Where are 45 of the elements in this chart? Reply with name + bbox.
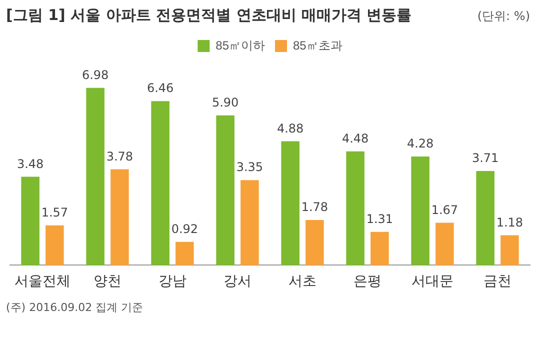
bar bbox=[346, 151, 364, 266]
data-label: 3.48 bbox=[16, 156, 44, 171]
data-label: 1.78 bbox=[301, 200, 328, 214]
data-label: 4.28 bbox=[406, 136, 434, 151]
data-label: 5.90 bbox=[212, 95, 239, 110]
legend-label: 85㎡초과 bbox=[293, 38, 342, 52]
bar bbox=[411, 156, 430, 266]
chart-title: [그림 1] 서울 아파트 전용면적별 연초대비 매매가격 변동률 bbox=[6, 6, 412, 25]
data-label: 3.71 bbox=[472, 151, 499, 166]
data-label: 0.92 bbox=[171, 222, 198, 236]
data-label: 3.78 bbox=[106, 149, 134, 164]
bar bbox=[476, 170, 494, 266]
x-tick-label: 강서 bbox=[224, 272, 252, 288]
chart-subtitle: (단위: %) bbox=[477, 8, 530, 25]
data-label: 3.35 bbox=[236, 160, 264, 174]
x-tick-label: 서울전체 bbox=[14, 272, 70, 288]
bar bbox=[176, 242, 194, 266]
x-tick-label: 양천 bbox=[94, 272, 122, 288]
x-tick-label: 서대문 bbox=[412, 272, 454, 288]
data-label: 6.98 bbox=[82, 68, 109, 82]
x-tick-label: 서초 bbox=[288, 272, 316, 288]
bar bbox=[500, 235, 519, 266]
bar bbox=[151, 101, 170, 266]
bar bbox=[281, 141, 300, 266]
bar bbox=[240, 180, 259, 266]
bar bbox=[21, 176, 40, 266]
bar bbox=[370, 232, 389, 266]
data-label: 6.46 bbox=[146, 81, 174, 96]
data-label: 1.57 bbox=[41, 205, 68, 220]
bar bbox=[306, 220, 324, 266]
x-tick-label: 금천 bbox=[484, 272, 512, 288]
bar bbox=[46, 225, 64, 266]
bar bbox=[216, 115, 234, 266]
x-tick-label: 강남 bbox=[158, 272, 186, 288]
data-label: 4.48 bbox=[342, 132, 369, 146]
data-label: 1.18 bbox=[496, 215, 524, 230]
data-label: 1.67 bbox=[431, 202, 458, 217]
data-label: 1.31 bbox=[366, 212, 394, 226]
bar bbox=[436, 222, 454, 266]
legend-label: 85㎡이하 bbox=[216, 38, 266, 52]
bar bbox=[110, 169, 129, 266]
data-label: 4.88 bbox=[276, 121, 304, 136]
text: (주) 2016.09.02 집계 기준 bbox=[6, 300, 144, 315]
x-tick-label: 은평 bbox=[354, 272, 382, 288]
bar bbox=[86, 88, 104, 266]
